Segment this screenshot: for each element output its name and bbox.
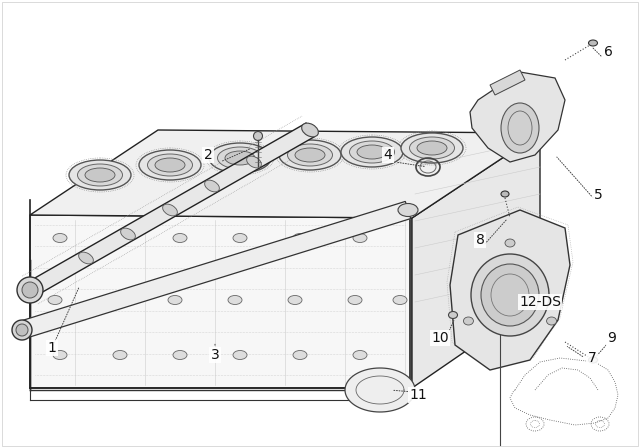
Ellipse shape: [505, 239, 515, 247]
Ellipse shape: [463, 317, 474, 325]
Ellipse shape: [401, 133, 463, 163]
Text: 11: 11: [409, 388, 427, 402]
Ellipse shape: [173, 233, 187, 242]
Ellipse shape: [17, 277, 43, 303]
Polygon shape: [30, 130, 540, 218]
Ellipse shape: [209, 143, 271, 173]
Ellipse shape: [279, 140, 341, 170]
Ellipse shape: [16, 324, 28, 336]
Ellipse shape: [246, 156, 261, 168]
Text: 10: 10: [431, 331, 449, 345]
Ellipse shape: [173, 350, 187, 359]
Ellipse shape: [393, 296, 407, 305]
Ellipse shape: [293, 233, 307, 242]
Ellipse shape: [287, 144, 333, 166]
Ellipse shape: [120, 228, 136, 240]
Ellipse shape: [79, 252, 93, 264]
Polygon shape: [26, 123, 314, 297]
Polygon shape: [30, 215, 412, 388]
Ellipse shape: [48, 296, 62, 305]
Text: 1: 1: [47, 341, 56, 355]
Text: 7: 7: [588, 351, 596, 365]
Ellipse shape: [449, 311, 458, 319]
Text: 12-DS: 12-DS: [519, 295, 561, 309]
Ellipse shape: [295, 148, 325, 162]
Ellipse shape: [69, 160, 131, 190]
Text: 2: 2: [204, 148, 212, 162]
Ellipse shape: [353, 350, 367, 359]
Polygon shape: [450, 210, 570, 370]
Ellipse shape: [349, 141, 394, 163]
Text: 6: 6: [604, 45, 612, 59]
Text: 9: 9: [607, 331, 616, 345]
Ellipse shape: [398, 203, 418, 216]
Ellipse shape: [113, 233, 127, 242]
Ellipse shape: [471, 254, 549, 336]
Ellipse shape: [225, 151, 255, 165]
Polygon shape: [19, 202, 411, 339]
Ellipse shape: [168, 296, 182, 305]
Text: 4: 4: [383, 148, 392, 162]
Ellipse shape: [233, 233, 247, 242]
Ellipse shape: [218, 147, 262, 169]
Ellipse shape: [155, 158, 185, 172]
Text: 8: 8: [476, 233, 484, 247]
Ellipse shape: [357, 145, 387, 159]
Ellipse shape: [417, 141, 447, 155]
Polygon shape: [345, 368, 415, 412]
Ellipse shape: [113, 350, 127, 359]
Ellipse shape: [85, 168, 115, 182]
Ellipse shape: [547, 317, 557, 325]
Ellipse shape: [589, 357, 598, 363]
Ellipse shape: [139, 150, 201, 180]
Ellipse shape: [481, 264, 539, 326]
Ellipse shape: [348, 296, 362, 305]
Ellipse shape: [293, 350, 307, 359]
Ellipse shape: [53, 233, 67, 242]
Ellipse shape: [77, 164, 122, 186]
Ellipse shape: [589, 40, 598, 46]
Polygon shape: [490, 70, 525, 95]
Ellipse shape: [147, 154, 193, 176]
Ellipse shape: [12, 320, 32, 340]
Text: 3: 3: [211, 348, 220, 362]
Text: 5: 5: [594, 188, 602, 202]
Ellipse shape: [253, 132, 262, 141]
Ellipse shape: [410, 137, 454, 159]
Ellipse shape: [353, 233, 367, 242]
Ellipse shape: [233, 350, 247, 359]
Ellipse shape: [501, 191, 509, 197]
Ellipse shape: [22, 282, 38, 298]
Ellipse shape: [163, 204, 177, 216]
Ellipse shape: [53, 350, 67, 359]
Polygon shape: [412, 133, 540, 388]
Ellipse shape: [205, 180, 220, 192]
Ellipse shape: [228, 296, 242, 305]
Ellipse shape: [108, 296, 122, 305]
Ellipse shape: [288, 296, 302, 305]
Ellipse shape: [341, 137, 403, 167]
Polygon shape: [470, 72, 565, 162]
Ellipse shape: [301, 123, 318, 137]
Ellipse shape: [501, 103, 539, 153]
